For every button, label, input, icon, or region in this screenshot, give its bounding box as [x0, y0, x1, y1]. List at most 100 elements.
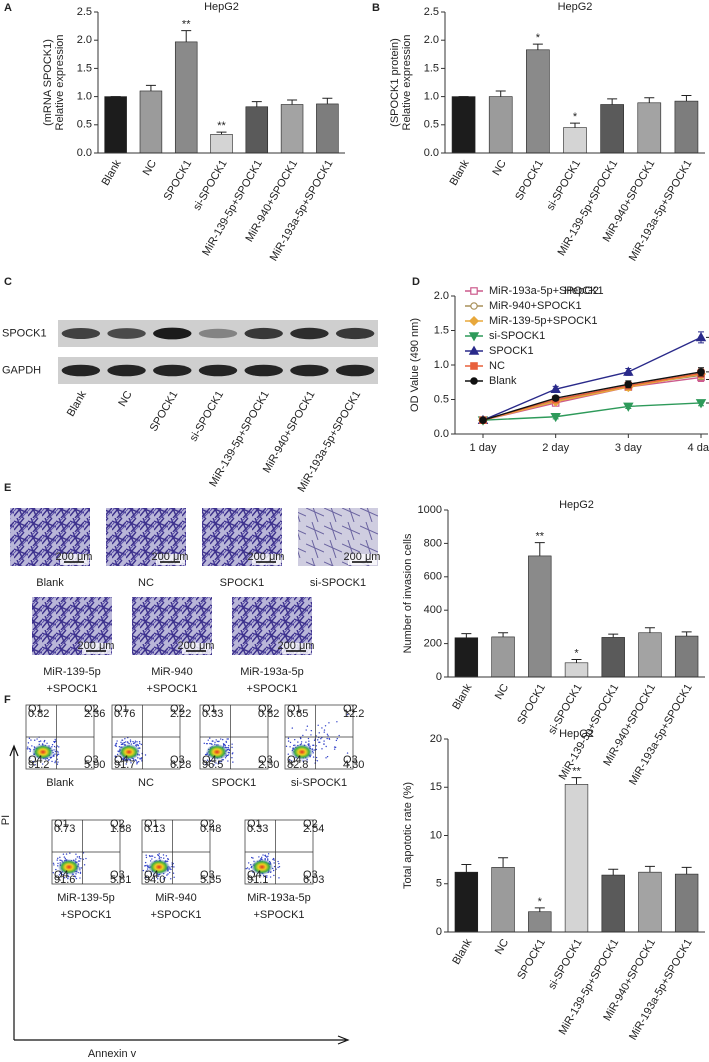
blot-band	[244, 327, 283, 340]
quadrant-value: 0.33	[247, 823, 268, 835]
flow-dot	[324, 725, 327, 727]
flow-dot	[124, 738, 126, 740]
y-tick-label: 0.5	[77, 119, 92, 131]
flow-dot	[224, 757, 227, 759]
flow-dot	[46, 742, 48, 745]
flow-dot	[338, 734, 340, 737]
marker	[470, 287, 478, 295]
error-bar	[216, 131, 227, 135]
panel-letter: A	[4, 2, 12, 14]
flow-label: +SPOCK1	[253, 909, 304, 921]
flow-dot	[157, 854, 160, 857]
flow-dot	[277, 866, 279, 869]
flow-dot	[134, 740, 137, 742]
flow-dot	[300, 741, 303, 743]
y-tick-label: 5	[436, 878, 442, 890]
flow-dot	[125, 763, 127, 765]
series-line	[482, 336, 702, 421]
legend-label: MiR-940+SPOCK1	[489, 300, 582, 312]
flow-dot	[116, 740, 118, 742]
y-tick-label: 600	[424, 571, 442, 583]
scale-bar-bg	[252, 554, 281, 565]
flow-dot	[54, 761, 56, 764]
y-axis-label: OD Value (490 nm)	[409, 318, 421, 412]
flow-dot	[264, 858, 266, 860]
flow-dot	[273, 865, 276, 868]
quadrant-name: Q4	[287, 754, 302, 766]
flow-dot	[67, 875, 69, 877]
marker	[695, 399, 707, 409]
marker	[479, 416, 487, 425]
flow-dot	[57, 865, 59, 867]
flow-dot	[62, 853, 65, 855]
quadrant-name: Q4	[114, 754, 129, 766]
flow-dot	[80, 858, 82, 860]
quadrant-name: Q3	[170, 754, 185, 766]
error-bar	[644, 865, 655, 873]
scale-bar-label: 200 μm	[344, 551, 381, 563]
y-tick-label: 0.5	[434, 393, 449, 405]
bar	[451, 96, 476, 154]
flow-label: Blank	[46, 777, 74, 789]
flow-dot	[132, 740, 134, 743]
image-label: si-SPOCK1	[310, 577, 366, 589]
flow-dot	[323, 743, 325, 745]
flow-dot	[218, 740, 220, 743]
flow-dot	[139, 747, 141, 749]
quadrant-value: 2.30	[258, 759, 279, 771]
flow-dot	[204, 753, 207, 756]
flow-dot	[228, 744, 230, 747]
quadrant-value: 91.1	[247, 874, 268, 886]
flow-dot	[325, 757, 327, 759]
x-arrow	[14, 1035, 350, 1045]
flow-dot	[162, 878, 165, 880]
y-tick-label: 1000	[418, 504, 442, 516]
flow-dot	[79, 860, 81, 862]
y-tick-label: 400	[424, 604, 442, 616]
flow-dot	[135, 759, 137, 762]
chart-title: HepG2	[564, 285, 599, 297]
flow-dot	[60, 859, 62, 862]
flow-dot	[173, 876, 175, 878]
quadrant-value: 96.5	[202, 759, 223, 771]
flow-dot	[305, 729, 307, 731]
error-bar	[570, 122, 580, 128]
quadrant-name: Q2	[303, 818, 318, 830]
flow-dot	[231, 746, 233, 749]
flow-dot	[68, 875, 70, 878]
y-tick-label: 2.0	[434, 290, 449, 302]
flow-dot	[170, 878, 172, 880]
x-tick-label: SPOCK1	[513, 158, 546, 203]
flow-dot	[137, 757, 139, 759]
flow-dot	[250, 863, 252, 866]
flow-dot	[139, 758, 141, 760]
quadrant-value: 4.30	[343, 759, 364, 771]
flow-dot	[124, 759, 126, 762]
flow-dot	[321, 748, 323, 750]
y-tick-label: 10	[430, 829, 442, 841]
flow-dot	[267, 853, 270, 855]
flow-dot	[144, 861, 147, 864]
quadrant-name: Q2	[258, 703, 273, 715]
flow-dot	[53, 745, 56, 748]
scale-bar-bg	[156, 554, 185, 565]
flow-dot	[246, 867, 249, 869]
significance: **	[217, 120, 226, 132]
flow-dot	[335, 739, 338, 742]
flow-dot	[146, 870, 149, 872]
image-label: MiR-139-5p	[43, 666, 100, 678]
flow-dot	[308, 740, 310, 742]
error-bar	[461, 633, 472, 638]
marker	[468, 315, 480, 327]
bar	[564, 784, 589, 933]
x-tick-label: SPOCK1	[515, 682, 548, 727]
flow-dot	[43, 741, 45, 743]
flow-dot	[172, 872, 175, 874]
quadrant-name: Q2	[343, 703, 358, 715]
quadrant-name: Q4	[54, 869, 69, 881]
flow-dot	[248, 868, 250, 870]
flow-dot	[266, 858, 269, 860]
x-tick-label: 1 day	[470, 442, 497, 454]
quadrant-name: Q1	[54, 818, 69, 830]
